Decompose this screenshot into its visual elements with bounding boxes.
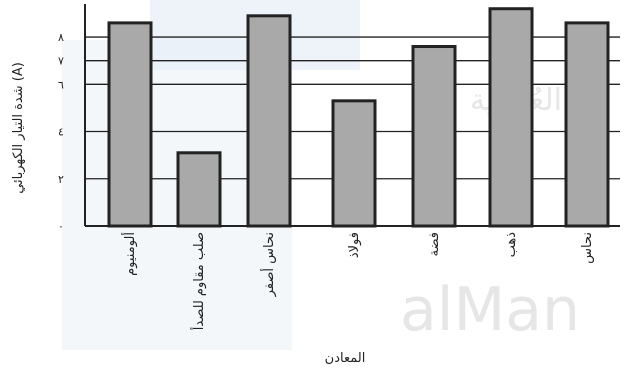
y-tick-label: ٦ — [58, 78, 64, 91]
plot-area: ٠ ٢ ٤ ٦ ٧ ٨ ألومنيوم صلب مقاوم للصدأ نحاس أصفر فو… — [58, 4, 620, 330]
bar — [564, 21, 610, 228]
y-tick-label: ٤ — [58, 126, 64, 139]
bar — [331, 99, 377, 228]
x-tick-label: فولاذ — [347, 232, 362, 258]
bar — [488, 7, 534, 228]
bar — [176, 151, 222, 228]
x-axis-title: المعادن — [325, 351, 366, 366]
x-tick-label: ألومنيوم — [121, 232, 138, 276]
bar — [411, 45, 457, 228]
bar — [246, 14, 292, 228]
x-tick-label: ذهب — [504, 232, 519, 258]
y-axis-title: شدة التيار الكهربائي (A) — [11, 62, 26, 194]
x-tick-label: نحاس أصفر — [260, 232, 277, 297]
x-tick-label: فضة — [427, 232, 442, 256]
y-tick-label: ٢ — [58, 173, 64, 186]
y-tick-label: ٠ — [58, 220, 64, 233]
y-tick-label: ٨ — [58, 31, 64, 44]
x-tick-label: صلب مقاوم للصدأ — [190, 232, 207, 330]
x-tick-label: نحاس — [580, 232, 595, 264]
watermark-brand: alMan — [400, 275, 580, 345]
y-tick-label: ٧ — [58, 55, 64, 68]
bar — [107, 21, 153, 228]
